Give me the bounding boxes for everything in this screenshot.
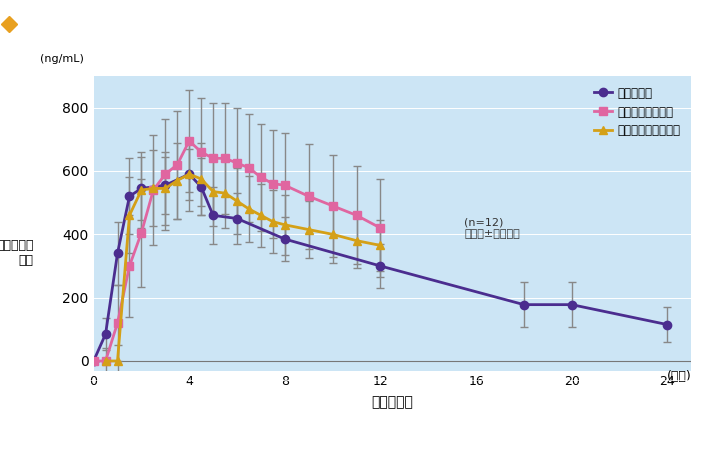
- Text: (時間): (時間): [667, 370, 692, 383]
- X-axis label: 投与後時間: 投与後時間: [372, 395, 413, 409]
- Text: (ng/mL): (ng/mL): [40, 54, 84, 64]
- Text: 血漿中、皮下脂肪組織及び骨格筋組織中のテジゾリド*の濃度推移: 血漿中、皮下脂肪組織及び骨格筋組織中のテジゾリド*の濃度推移: [18, 17, 242, 30]
- Text: 方　法：方　法：健康成人12名を対象に、テジゾリドリン酸エステルナト: 方 法：方 法：健康成人12名を対象に、テジゾリドリン酸エステルナト: [14, 388, 172, 397]
- Text: (n=12)
平均値±標準偏差: (n=12) 平均値±標準偏差: [464, 218, 520, 239]
- Legend: 血漿中濃度, 骨格筋組織中濃度, 皮下脂肪組織中濃度: 血漿中濃度, 骨格筋組織中濃度, 皮下脂肪組織中濃度: [589, 82, 685, 142]
- Y-axis label: テジゾリド
濃度: テジゾリド 濃度: [0, 239, 34, 266]
